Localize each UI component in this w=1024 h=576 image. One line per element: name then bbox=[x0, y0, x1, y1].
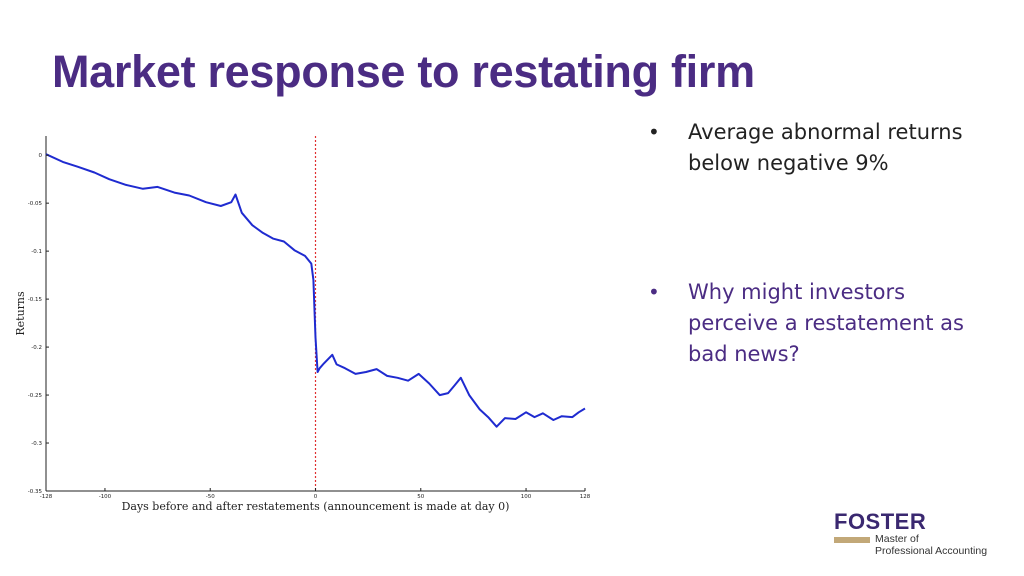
y-axis-ticks: 0 -0.05 -0.1 -0.15 -0.2 -0.25 -0.3 -0.35 bbox=[28, 153, 49, 495]
series-line bbox=[45, 153, 586, 428]
x-tick-label: -100 bbox=[99, 494, 112, 500]
x-axis-ticks: -128 -100 -50 0 50 100 128 bbox=[40, 488, 591, 500]
bullet-item: • Average abnormal returns below negativ… bbox=[648, 117, 1008, 179]
x-tick-label: 128 bbox=[580, 494, 591, 500]
y-axis-label: Returns bbox=[14, 291, 27, 336]
foster-logo: FOSTER Master of Professional Accounting bbox=[834, 510, 1014, 560]
logo-subtitle-line2: Professional Accounting bbox=[875, 545, 988, 557]
y-tick-label: -0.05 bbox=[28, 201, 43, 207]
x-tick-label: 0 bbox=[314, 494, 318, 500]
logo-subtitle-line1: Master of bbox=[875, 533, 919, 545]
bullet-dot: • bbox=[648, 280, 660, 304]
y-tick-label: -0.3 bbox=[31, 441, 42, 447]
x-tick-label: 100 bbox=[521, 494, 532, 500]
y-tick-label: -0.35 bbox=[28, 489, 43, 495]
y-tick-label: -0.2 bbox=[31, 345, 42, 351]
x-tick-label: -50 bbox=[206, 494, 215, 500]
y-tick-label: -0.1 bbox=[31, 249, 42, 255]
logo-accent-bar bbox=[834, 537, 870, 543]
logo-subtitle: Master of Professional Accounting bbox=[875, 533, 987, 557]
bullet-text: Average abnormal returns below negative … bbox=[688, 120, 963, 175]
bullet-dot: • bbox=[648, 120, 660, 144]
y-tick-label: -0.15 bbox=[28, 297, 43, 303]
slide-title: Market response to restating firm bbox=[52, 46, 755, 97]
restatement-returns-chart: -128 -100 -50 0 50 100 128 0 -0.05 -0.1 -0.15 -0.2… bbox=[14, 136, 591, 513]
x-tick-label: 50 bbox=[417, 494, 424, 500]
y-tick-label: 0 bbox=[39, 153, 43, 159]
x-axis-label: Days before and after restatements (anno… bbox=[122, 500, 510, 513]
x-tick-label: -128 bbox=[40, 494, 53, 500]
bullet-text: Why might investors perceive a restateme… bbox=[688, 280, 964, 366]
logo-wordmark: FOSTER bbox=[834, 509, 927, 534]
y-tick-label: -0.25 bbox=[28, 393, 43, 399]
bullet-item: • Why might investors perceive a restate… bbox=[648, 277, 1008, 370]
